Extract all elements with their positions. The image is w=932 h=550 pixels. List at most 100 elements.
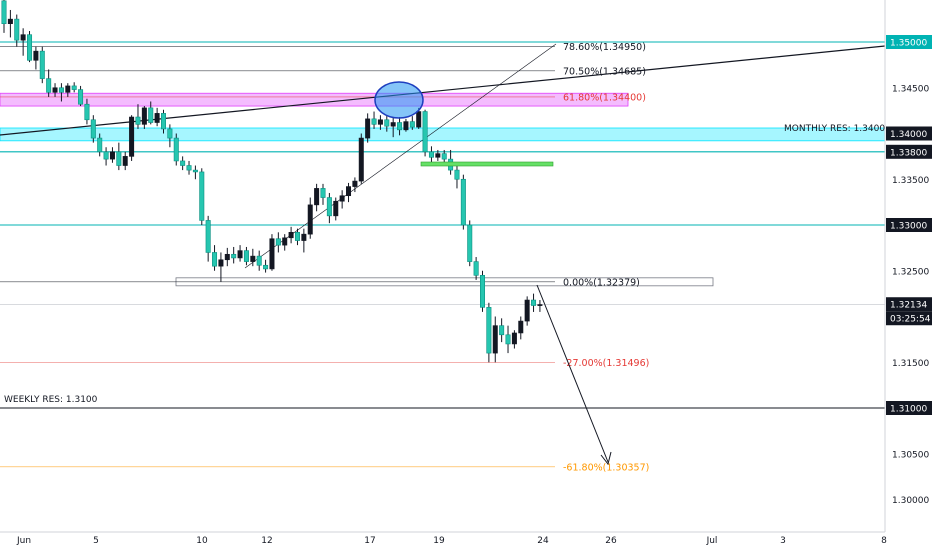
candle[interactable] (167, 124, 173, 148)
candle[interactable] (52, 83, 58, 97)
candle[interactable] (205, 215, 211, 262)
price-tag-text: 1.33800 (890, 148, 927, 158)
candle[interactable] (109, 147, 115, 163)
candle[interactable] (428, 146, 434, 163)
candle[interactable] (473, 257, 479, 280)
candle[interactable] (479, 270, 485, 312)
candle[interactable] (237, 245, 243, 262)
candle[interactable] (409, 116, 415, 130)
candle[interactable] (256, 250, 262, 271)
candle[interactable] (148, 101, 154, 125)
candle[interactable] (192, 165, 198, 180)
candle[interactable] (135, 104, 141, 129)
candle[interactable] (352, 177, 358, 193)
candle[interactable] (358, 133, 364, 184)
candle[interactable] (7, 9, 13, 38)
candle[interactable] (250, 248, 256, 267)
candle[interactable] (14, 14, 20, 47)
candle[interactable] (263, 259, 269, 273)
candle[interactable] (511, 330, 517, 349)
candle[interactable] (505, 325, 511, 354)
candle-body (192, 169, 198, 173)
candle[interactable] (486, 302, 492, 363)
candle[interactable] (243, 246, 249, 266)
candle[interactable] (467, 220, 473, 267)
candle[interactable] (65, 83, 71, 97)
candle[interactable] (78, 85, 84, 107)
candle[interactable] (288, 226, 294, 244)
candle[interactable] (333, 197, 339, 221)
candle[interactable] (301, 228, 307, 253)
candle-body (148, 107, 154, 123)
candle[interactable] (537, 300, 543, 312)
candle[interactable] (33, 46, 39, 70)
candle[interactable] (531, 293, 537, 312)
candle[interactable] (435, 149, 441, 161)
candle[interactable] (116, 142, 122, 171)
candle-body (58, 87, 64, 93)
projection-arrow-line[interactable] (536, 284, 609, 463)
trendline-support[interactable] (244, 43, 557, 269)
candle[interactable] (199, 168, 205, 225)
candle[interactable] (371, 111, 377, 129)
candle[interactable] (492, 316, 498, 363)
candle[interactable] (422, 109, 428, 157)
candle[interactable] (441, 149, 447, 163)
monthly-res-label: MONTHLY RES: 1.3400 (784, 124, 885, 134)
candle[interactable] (314, 183, 320, 212)
candle[interactable] (326, 192, 332, 224)
candle[interactable] (339, 190, 345, 209)
candle[interactable] (39, 46, 45, 84)
candle[interactable] (224, 247, 230, 267)
candle-body (384, 119, 390, 127)
candle[interactable] (269, 234, 275, 271)
candle[interactable] (154, 107, 160, 127)
candle[interactable] (20, 28, 26, 56)
candle-body (492, 325, 498, 354)
candle[interactable] (524, 296, 530, 326)
candle[interactable] (46, 69, 52, 97)
candle[interactable] (97, 133, 103, 157)
candle[interactable] (90, 115, 96, 143)
candle[interactable] (384, 115, 390, 132)
candle[interactable] (129, 115, 135, 161)
candle[interactable] (231, 246, 237, 264)
candle-body (441, 153, 447, 160)
candle[interactable] (161, 109, 167, 134)
highlight-ellipse[interactable] (374, 81, 424, 119)
candle[interactable] (58, 83, 64, 102)
candle[interactable] (141, 106, 147, 129)
candle[interactable] (403, 118, 409, 132)
candle-body (518, 320, 524, 334)
trendline-resistance[interactable] (0, 45, 886, 136)
candle[interactable] (518, 316, 524, 340)
candle[interactable] (27, 31, 33, 63)
candle[interactable] (122, 151, 128, 171)
candle[interactable] (320, 183, 326, 205)
candle[interactable] (397, 117, 403, 136)
candle[interactable] (173, 133, 179, 166)
candle[interactable] (346, 182, 352, 203)
candle[interactable] (390, 117, 396, 138)
candle[interactable] (275, 232, 281, 253)
candle[interactable] (307, 197, 313, 239)
candle[interactable] (84, 98, 90, 125)
candle[interactable] (71, 82, 77, 93)
candle[interactable] (377, 115, 383, 130)
candle-body (537, 304, 543, 306)
candle[interactable] (499, 318, 505, 343)
candle[interactable] (282, 234, 288, 251)
green-zone[interactable] (420, 161, 554, 167)
candle[interactable] (460, 174, 466, 230)
candle[interactable] (218, 252, 224, 282)
candle[interactable] (212, 245, 218, 271)
candle[interactable] (186, 160, 192, 175)
candle[interactable] (294, 228, 300, 246)
candle[interactable] (103, 147, 109, 166)
candle[interactable] (180, 156, 186, 171)
candle[interactable] (1, 0, 7, 33)
candle[interactable] (454, 165, 460, 189)
candle[interactable] (365, 113, 371, 143)
